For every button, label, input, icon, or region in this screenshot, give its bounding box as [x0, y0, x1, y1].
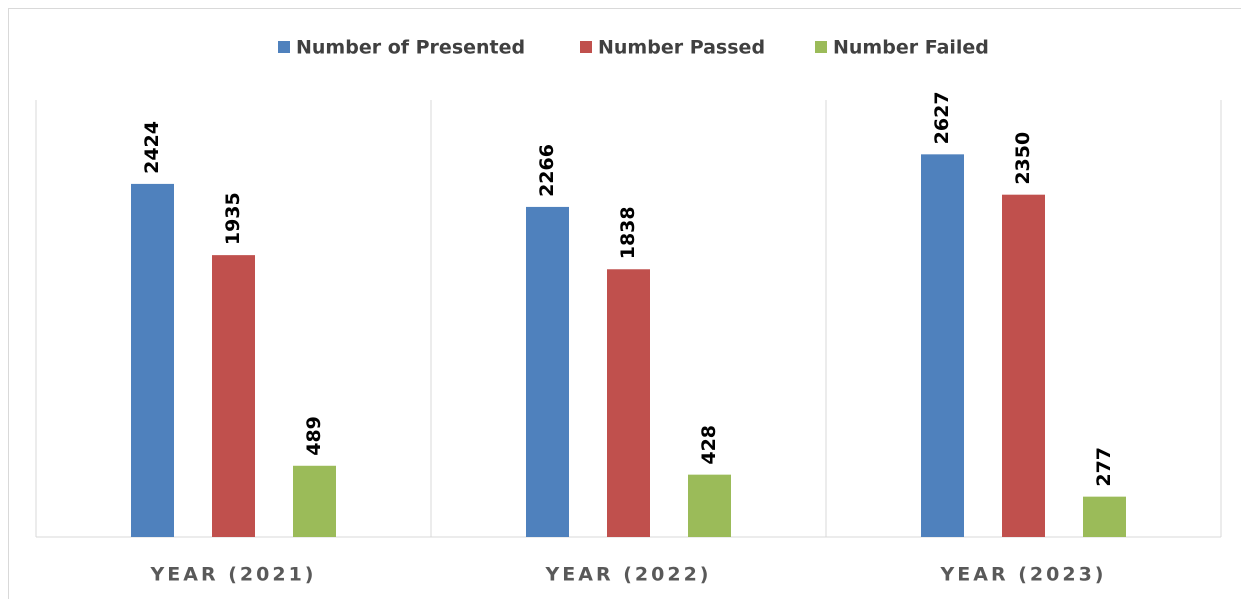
bar [526, 206, 569, 538]
value-label: 2627 [931, 91, 953, 144]
value-label: 2266 [536, 144, 558, 197]
legend-swatch [815, 41, 827, 53]
value-label: 489 [303, 416, 325, 456]
bar [921, 154, 964, 537]
value-label: 1935 [222, 192, 244, 245]
value-label: 277 [1093, 447, 1115, 487]
legend-swatch [580, 41, 592, 53]
legend-label: Number of Presented [296, 37, 525, 59]
bar [293, 465, 336, 537]
bar [131, 183, 174, 538]
bar [607, 269, 650, 537]
bar [1083, 496, 1126, 537]
bar [212, 255, 255, 537]
x-tick-label: YEAR (2021) [150, 564, 317, 586]
bar [1002, 194, 1045, 537]
legend-swatch [278, 41, 290, 53]
value-label: 2424 [141, 121, 163, 174]
legend-label: Number Passed [598, 37, 765, 59]
x-tick-label: YEAR (2022) [545, 564, 712, 586]
value-label: 2350 [1012, 132, 1034, 185]
x-tick-label: YEAR (2023) [940, 564, 1107, 586]
value-label: 1838 [617, 206, 639, 259]
legend-label: Number Failed [833, 37, 989, 59]
bar [688, 474, 731, 537]
value-label: 428 [698, 425, 720, 465]
